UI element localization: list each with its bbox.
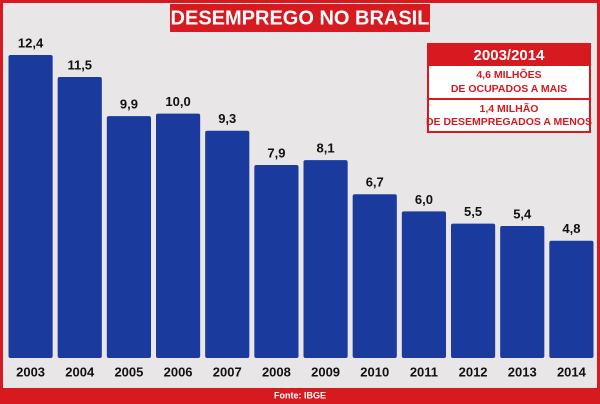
bar [500, 226, 545, 358]
value-label: 10,0 [165, 94, 190, 109]
x-tick-label: 2014 [557, 364, 587, 379]
box-note: 4,6 MILHÕES [476, 68, 541, 81]
chart-title: DESEMPREGO NO BRASIL [171, 7, 430, 29]
bar [205, 130, 250, 358]
value-label: 4,8 [562, 221, 580, 236]
x-tick-label: 2013 [508, 364, 537, 379]
value-label: 5,5 [464, 204, 482, 219]
bar [401, 211, 446, 358]
value-label: 8,1 [317, 141, 335, 156]
value-label: 11,5 [67, 57, 92, 72]
x-tick-label: 2012 [459, 364, 488, 379]
source-band [0, 388, 600, 404]
title-band [170, 4, 430, 32]
x-tick-label: 2008 [262, 364, 291, 379]
box-title: 2003/2014 [474, 47, 546, 64]
bar [8, 55, 53, 358]
source: Fonte: IBGE [274, 390, 326, 400]
box-note: DE OCUPADOS A MAIS [451, 83, 567, 95]
bar [57, 76, 102, 358]
value-label: 9,3 [218, 111, 236, 126]
value-label: 9,9 [120, 97, 138, 112]
x-tick-label: 2010 [360, 364, 389, 379]
x-tick-label: 2006 [164, 364, 193, 379]
bar [106, 116, 151, 358]
x-tick-label: 2011 [410, 364, 438, 379]
x-tick-label: 2004 [65, 364, 95, 379]
x-tick-label: 2005 [114, 364, 143, 379]
value-label: 7,9 [267, 145, 285, 160]
value-label: 6,0 [415, 192, 433, 207]
value-label: 12,4 [18, 35, 44, 50]
bar [352, 194, 397, 358]
value-label: 6,7 [366, 175, 384, 190]
bar [254, 164, 299, 358]
box-note: 1,4 MILHÃO [480, 102, 539, 115]
box-header [428, 44, 590, 66]
bar [303, 160, 348, 358]
bar [451, 223, 496, 358]
value-label: 5,4 [513, 206, 532, 221]
box-note: DE DESEMPREGADOS A MENOS [426, 116, 592, 128]
annotation-box: 2003/2014 4,6 MILHÕES DE OCUPADOS A MAIS… [426, 43, 592, 133]
x-tick-label: 2009 [311, 364, 340, 379]
bar [156, 113, 201, 358]
x-tick-label: 2003 [16, 364, 45, 379]
bar [549, 240, 594, 358]
x-tick-label: 2007 [213, 364, 242, 379]
